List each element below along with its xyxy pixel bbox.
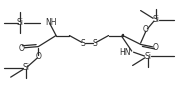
- Text: Si: Si: [22, 63, 29, 72]
- Text: S: S: [93, 39, 98, 48]
- Text: O: O: [18, 44, 24, 53]
- Text: O: O: [143, 25, 149, 35]
- Text: O: O: [35, 52, 41, 61]
- Text: Si: Si: [144, 52, 151, 61]
- Polygon shape: [122, 34, 123, 37]
- Text: Si: Si: [152, 15, 159, 25]
- Text: NH: NH: [45, 18, 57, 27]
- Text: Si: Si: [17, 18, 24, 27]
- Text: S: S: [80, 39, 85, 48]
- Text: O: O: [153, 43, 159, 52]
- Text: HN: HN: [119, 48, 131, 57]
